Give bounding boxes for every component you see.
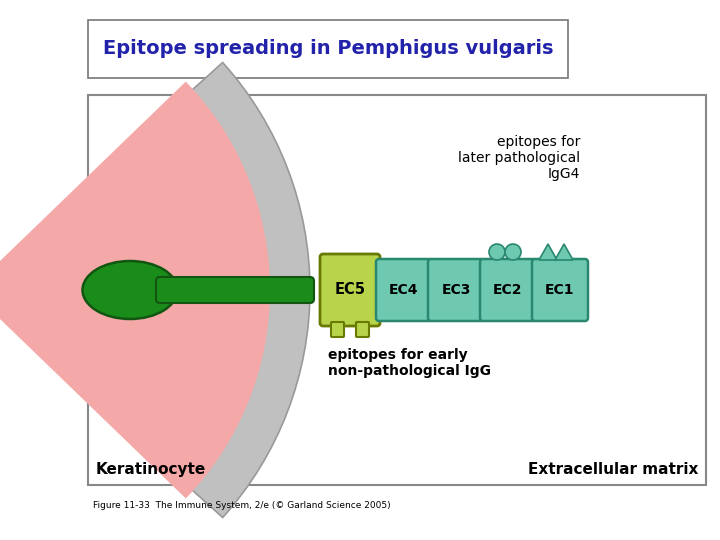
- Text: Epitope spreading in Pemphigus vulgaris: Epitope spreading in Pemphigus vulgaris: [103, 39, 553, 58]
- FancyBboxPatch shape: [320, 254, 380, 326]
- Text: EC4: EC4: [390, 283, 419, 297]
- FancyBboxPatch shape: [88, 95, 706, 485]
- Text: Figure 11-33  The Immune System, 2/e (© Garland Science 2005): Figure 11-33 The Immune System, 2/e (© G…: [93, 501, 391, 510]
- Ellipse shape: [83, 261, 178, 319]
- FancyBboxPatch shape: [331, 322, 344, 337]
- FancyBboxPatch shape: [356, 322, 369, 337]
- Text: Extracellular matrix: Extracellular matrix: [528, 462, 698, 477]
- Circle shape: [489, 244, 505, 260]
- Text: EC5: EC5: [335, 282, 366, 298]
- FancyBboxPatch shape: [88, 20, 568, 78]
- Circle shape: [505, 244, 521, 260]
- FancyBboxPatch shape: [376, 259, 432, 321]
- Text: epitopes for early
non-pathological IgG: epitopes for early non-pathological IgG: [328, 348, 491, 378]
- Wedge shape: [0, 63, 310, 517]
- Polygon shape: [539, 244, 557, 260]
- Text: Keratinocyte: Keratinocyte: [96, 462, 206, 477]
- FancyBboxPatch shape: [156, 277, 314, 303]
- FancyBboxPatch shape: [480, 259, 536, 321]
- Text: EC2: EC2: [493, 283, 523, 297]
- Text: EC1: EC1: [545, 283, 575, 297]
- Text: EC3: EC3: [441, 283, 471, 297]
- FancyBboxPatch shape: [532, 259, 588, 321]
- Wedge shape: [0, 82, 270, 498]
- Polygon shape: [555, 244, 573, 260]
- Wedge shape: [0, 91, 268, 489]
- Text: epitopes for
later pathological
IgG4: epitopes for later pathological IgG4: [458, 135, 580, 181]
- FancyBboxPatch shape: [428, 259, 484, 321]
